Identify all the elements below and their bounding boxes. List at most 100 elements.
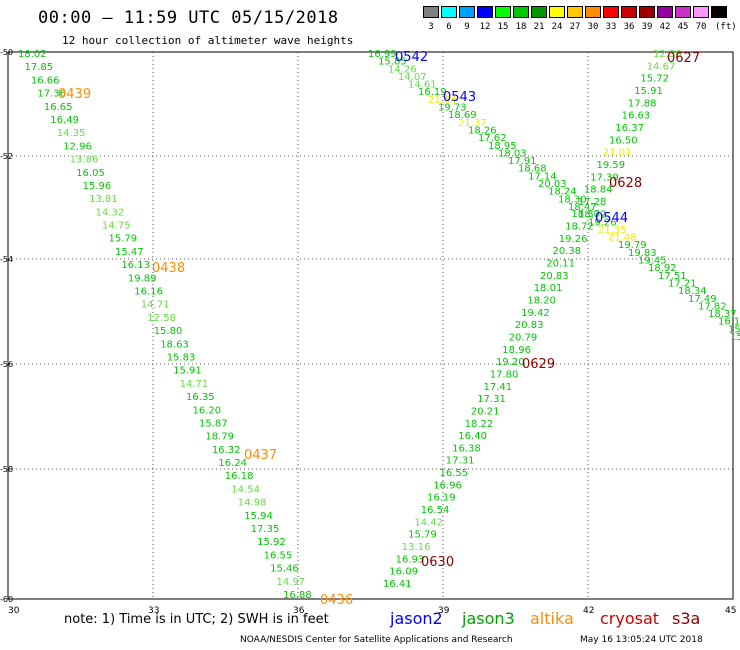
pass-time-label: 0630 [421,555,454,570]
wave-height-label: 18.24 [548,187,577,198]
wave-height-label: 20.03 [538,179,567,190]
wave-height-label: 15.46 [270,564,299,575]
wave-height-label: 14.07 [398,72,427,83]
wave-height-label: 16.18 [225,471,254,482]
wave-height-label: 21.48 [608,233,637,244]
mission-name: altika [530,609,574,628]
wave-height-label: 15.79 [408,530,437,541]
wave-height-label: 16.19 [427,493,456,504]
legend-swatch [549,6,565,18]
legend-unit: (ft) [715,22,737,32]
x-tick-label: 39 [438,606,450,616]
wave-height-label: 20.83 [540,271,569,282]
wave-height-label: 20.79 [509,333,538,344]
pass-time-label: 0542 [395,50,428,65]
wave-height-label: 16.96 [433,480,462,491]
wave-height-label: 17.91 [508,156,537,167]
legend-swatch [603,6,619,18]
wave-height-label: 18.01 [534,283,563,294]
wave-height-label: 17.41 [484,382,513,393]
wave-height-label: 17.28 [578,197,607,208]
wave-height-label: 16.55 [440,468,469,479]
wave-height-label: 17.82 [698,301,727,312]
map-border [7,51,734,600]
legend-label: 12 [479,22,491,32]
legend-swatch [567,6,583,18]
pass-time-label: 0628 [609,176,642,191]
wave-height-label: 13.81 [89,194,118,205]
wave-height-label: 16.20 [193,405,222,416]
wave-height-label: 13.86 [70,155,99,166]
wave-height-label: 14.67 [647,61,676,72]
wave-height-label: 20.11 [546,259,575,270]
wave-height-label: 15.85 [378,57,407,68]
legend-label: 3 [428,22,434,32]
legend-label: 70 [695,22,707,32]
footer-note: note: 1) Time is in UTC; 2) SWH is in fe… [64,612,329,627]
legend-swatch [621,6,637,18]
wave-height-label: 15.6 [728,324,740,335]
wave-height-label: 16.24 [218,458,247,469]
wave-height-label: 17.85 [25,62,54,73]
wave-height-label: 17.49 [688,294,717,305]
credit-organization: NOAA/NESDIS Center for Satellite Applica… [240,635,513,645]
y-tick-label: -52 [0,152,13,161]
legend-label: 39 [641,22,653,32]
wave-height-label: 13.16 [402,542,431,553]
legend-swatch [675,6,691,18]
wave-height-label: 20.21 [471,406,500,417]
wave-height-label: 17.31 [477,394,506,405]
wave-height-label: 14.75 [102,221,131,232]
legend-label: 24 [551,22,563,32]
pass-time-label: 0627 [667,51,700,66]
wave-height-label: 17.39 [590,172,619,183]
wave-height-label: 16.32 [212,445,241,456]
wave-height-label: 15.47 [115,247,144,258]
wave-height-label: 18.95 [488,141,517,152]
wave-height-label: 15.87 [199,419,228,430]
axis-tick-labels: 30 33 36 39 42 45 -50 -52 -54 -56 -58 -60 [0,48,736,616]
wave-height-label: 20.83 [515,320,544,331]
legend-label: 36 [623,22,635,32]
map-title: 00:00 – 11:59 UTC 05/15/2018 [38,8,339,28]
x-tick-label: 45 [725,606,736,616]
wave-height-label: 16.40 [458,431,487,442]
wave-height-label: 19.89 [128,273,157,284]
wave-height-label: 16.05 [76,168,105,179]
mission-name: jason2 [390,609,443,628]
pass-time-label: 0629 [522,357,555,372]
wave-height-label: 19.45 [638,256,667,267]
wave-height-label: 18.26 [468,126,497,137]
wave-height-label: 17.31 [446,456,475,467]
legend-swatch [513,6,529,18]
wave-height-label: 15.80 [154,326,183,337]
wave-height-label: 14.35 [57,128,86,139]
wave-height-label: 15.96 [83,181,112,192]
wave-height-label: 18.84 [584,185,613,196]
wave-height-label: 18.47 [568,202,597,213]
wave-height-label: 19.42 [521,308,550,319]
wave-height-label: 18.63 [160,339,189,350]
wave-height-label: 15.91 [634,86,663,97]
legend-label: 33 [605,22,617,32]
wave-height-label: 21.37 [458,118,487,129]
wave-height-label: 18.02 [18,49,47,60]
wave-height-label: 16.99 [368,49,397,60]
wave-height-label: 18.68 [518,164,547,175]
legend-label: 42 [659,22,671,32]
wave-height-label: 16.54 [421,505,450,516]
wave-height-label: 16.19 [418,87,447,98]
x-tick-label: 33 [148,606,159,616]
mission-name: s3a [672,609,701,628]
legend-swatch [459,6,475,18]
wave-height-label: 16.65 [44,102,73,113]
wave-height-label: 16.55 [264,550,293,561]
legend-swatch [693,6,709,18]
wave-height-label: 14.32 [96,207,125,218]
legend-label: 9 [464,22,470,32]
legend-swatch [495,6,511,18]
wave-height-label: 18.22 [465,419,494,430]
wave-height-label: 15.83 [167,353,196,364]
